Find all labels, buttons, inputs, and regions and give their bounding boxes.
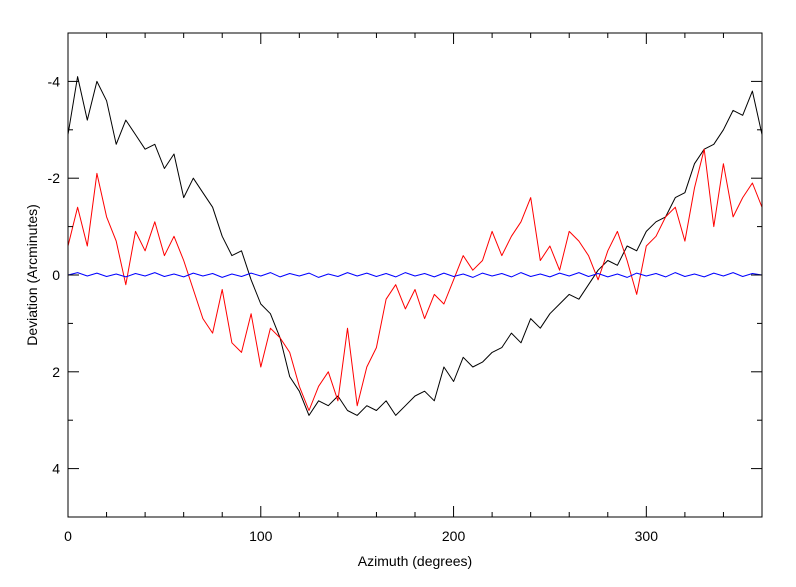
x-tick-label-2: 200 (442, 528, 466, 544)
ticks-layer: 0 100 200 300 -4 -2 0 2 4 (48, 33, 762, 544)
plot-frame (67, 32, 763, 518)
y-tick-label-4: 4 (52, 461, 60, 477)
series-line-2 (68, 148, 762, 411)
x-tick-label-0: 0 (64, 528, 72, 544)
series-line-1 (68, 76, 762, 416)
x-tick-label-1: 100 (249, 528, 273, 544)
x-tick-label-3: 300 (635, 528, 659, 544)
series-layer (68, 76, 762, 416)
y-tick-label-1: -2 (48, 170, 61, 186)
series-line-3 (68, 272, 762, 278)
y-tick-label-3: 2 (52, 364, 60, 380)
y-axis-title: Deviation (Arcminutes) (24, 204, 40, 346)
y-tick-label-2: 0 (52, 267, 60, 283)
y-tick-label-0: -4 (48, 73, 61, 89)
x-axis-title: Azimuth (degrees) (358, 553, 472, 569)
